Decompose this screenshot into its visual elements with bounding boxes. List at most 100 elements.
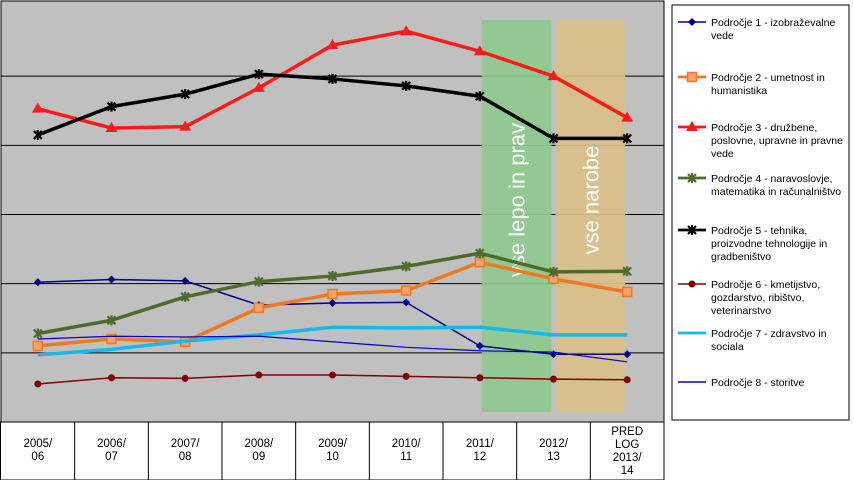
legend-item: Področje 3 - družbene, poslovne, upravne … [678,121,843,160]
series-4 [33,248,632,339]
data-point [548,133,559,144]
data-point [474,256,486,268]
data-point [106,333,117,345]
legend-item: Področje 6 - kmetijstvo, gozdarstvo, ribi… [678,279,820,317]
annotation-label: vse narobe [578,146,603,255]
data-point [623,376,631,384]
category-axis: 2005/06 2006/07 2007/08 2008/09 2009/10 2010/… [0,421,665,480]
data-point [400,25,413,36]
data-point [476,374,484,382]
legend-label: Področje 7 - zdravstvo in sociala [711,328,827,353]
legend-item: Področje 5 - tehnika, proizvodne tehnolog… [678,225,827,263]
data-point [180,89,190,100]
data-point [688,280,696,288]
series-5 [33,69,632,144]
annotation-bands: vse lepo in prav vse narobe [481,20,626,412]
data-point [621,286,633,298]
x-tick-label: 2008/09 [244,438,274,463]
data-point [33,328,43,339]
data-point [688,18,696,26]
data-point [402,372,410,380]
data-point [401,261,411,272]
data-point [106,315,117,326]
data-point [181,374,189,382]
annotation-label: vse lepo in prav [505,123,530,277]
data-point [181,276,190,285]
series-6 [34,371,631,388]
data-point [32,340,44,352]
axis-box [0,421,665,480]
data-point [33,278,42,287]
x-tick-label: 2011/12 [466,438,495,463]
legend-item: Področje 8 - storitve [678,377,805,389]
data-point [328,299,337,308]
data-point [402,298,411,307]
x-tick-label: 2005/06 [23,438,53,463]
data-point [622,266,632,277]
data-point [400,285,412,296]
data-point [622,133,632,144]
data-point [327,288,338,300]
data-point [623,350,632,359]
x-tick-label: 2012/13 [539,438,569,463]
legend-label: Področje 4 - naravoslovje, matematika in … [711,173,841,198]
legend-item: Področje 4 - naravoslovje, matematika in … [678,173,841,198]
data-point [547,70,560,81]
legend-box [671,4,850,421]
legend-label: Področje 6 - kmetijstvo, gozdarstvo, ribi… [711,279,820,317]
data-point [254,69,264,80]
x-tick-label: PRED LOG 2013/14 [611,426,643,477]
legend-label: Področje 1 - izobraževalne vede [711,17,835,42]
data-point [475,248,485,259]
series-line [37,335,628,363]
data-point [686,121,698,131]
data-point [401,80,411,91]
legend: Področje 1 - izobraževalne vede Področje 2… [671,4,850,421]
legend-label: Področje 8 - storitve [711,377,805,389]
data-point [621,111,634,122]
legend-item: Področje 7 - zdravstvo in sociala [678,328,827,353]
series-8 [37,335,628,363]
x-tick-label: 2007/08 [171,438,201,463]
data-point [687,173,697,183]
data-point [34,380,42,388]
series-lines [31,25,634,388]
x-tick-label: 2010/11 [392,438,422,463]
data-point [687,225,697,235]
series-line [37,325,628,357]
data-point [253,302,265,314]
data-point [108,374,115,382]
legend-label: Področje 2 - umetnost in humanistika [711,72,825,97]
legend-label: Področje 5 - tehnika, proizvodne tehnolog… [711,225,827,263]
data-point [180,291,190,302]
data-point [326,39,339,50]
data-point [179,120,192,131]
data-point [327,73,338,84]
data-point [475,91,485,102]
data-point [107,275,116,284]
x-tick-label: 2006/07 [97,438,127,463]
series-7 [37,325,628,357]
data-point [686,71,698,83]
data-point [550,375,557,383]
x-tick-label: 2009/10 [318,438,348,463]
data-point [255,371,263,379]
data-point [33,129,43,140]
data-point [473,45,486,56]
series-2 [32,256,633,352]
data-point [475,341,484,350]
annotation-band [481,20,552,412]
data-point [106,101,117,112]
data-point [252,81,265,92]
legend-label: Področje 3 - družbene, poslovne, upravne … [711,122,843,160]
data-point [327,271,338,282]
legend-item: Področje 2 - umetnost in humanistika [678,71,825,97]
data-point [31,102,44,113]
data-point [329,371,336,379]
data-point [254,276,264,287]
data-point [548,266,559,277]
legend-item: Področje 1 - izobraževalne vede [678,17,835,42]
data-point [105,122,118,133]
series-3 [31,25,634,133]
